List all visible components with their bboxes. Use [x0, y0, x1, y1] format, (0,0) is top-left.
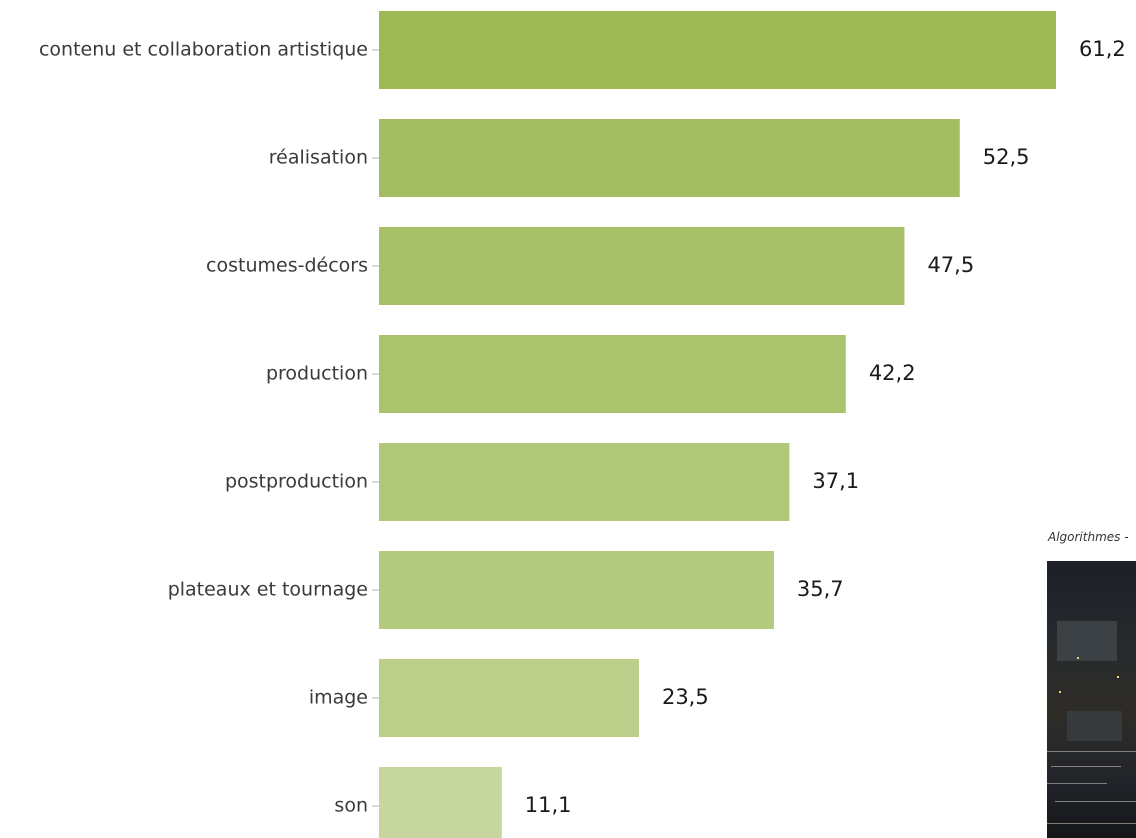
- value-label: 61,2: [1079, 37, 1126, 61]
- category-label: réalisation: [269, 147, 368, 169]
- value-label: 11,1: [525, 793, 572, 817]
- bar: [379, 767, 502, 838]
- value-label: 37,1: [812, 469, 859, 493]
- category-label: postproduction: [225, 471, 368, 493]
- bar: [379, 11, 1056, 89]
- value-label: 52,5: [983, 145, 1030, 169]
- bar: [379, 119, 960, 197]
- bar: [379, 443, 790, 521]
- category-label: plateaux et tournage: [168, 579, 368, 601]
- category-label: production: [266, 363, 368, 385]
- bar: [379, 551, 774, 629]
- inset-photo-caption: Algorithmes -: [1048, 530, 1129, 544]
- inset-photo: [1047, 561, 1136, 838]
- value-label: 23,5: [662, 685, 709, 709]
- category-label: son: [334, 795, 368, 817]
- category-label: contenu et collaboration artistique: [39, 39, 368, 61]
- bar: [379, 335, 846, 413]
- bar: [379, 659, 639, 737]
- value-label: 35,7: [797, 577, 844, 601]
- value-label: 47,5: [927, 253, 974, 277]
- category-label: image: [309, 687, 368, 709]
- category-label: costumes-décors: [206, 255, 368, 277]
- bar: [379, 227, 905, 305]
- value-label: 42,2: [869, 361, 916, 385]
